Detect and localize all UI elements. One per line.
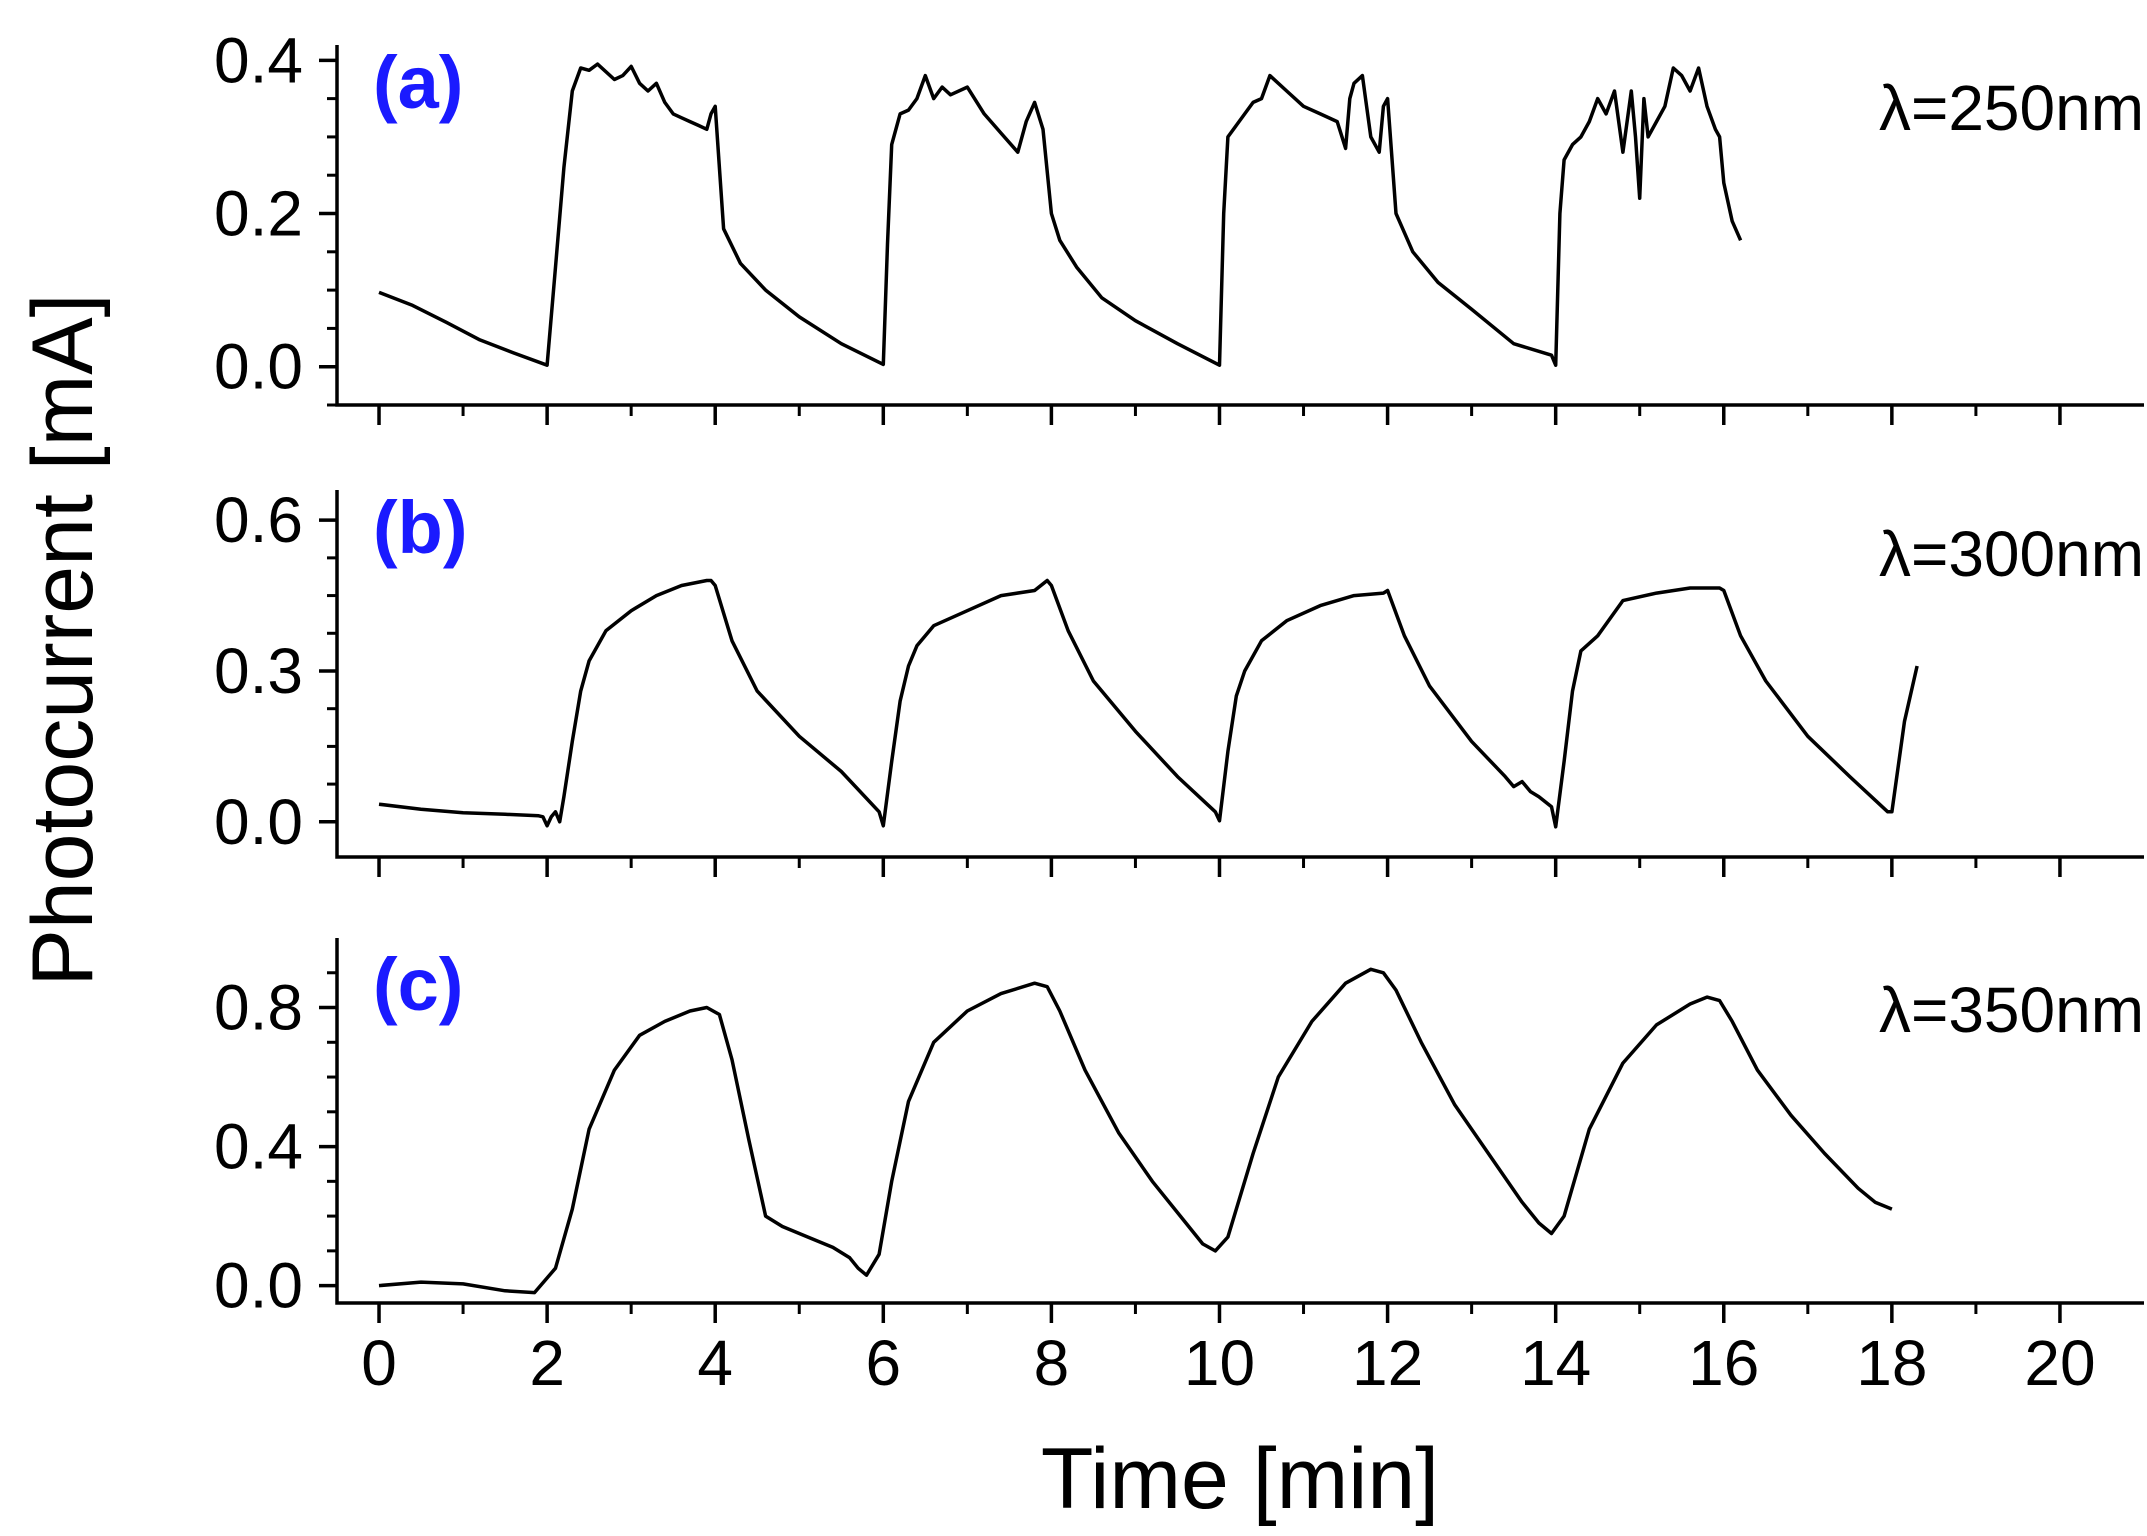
- panel-c: 0 2 4 6 8 10 12 14 16 18 20 0.0 0.4 0.8 (c) λ=350nm: [214, 938, 2144, 1399]
- panel-c-x-tick-label: 16: [1688, 1327, 1759, 1399]
- panel-b-y-tick-label: 0.3: [214, 635, 303, 707]
- panel-a-wavelength: λ=250nm: [1879, 72, 2144, 144]
- panel-a-y-tick-label: 0.4: [214, 24, 303, 96]
- panel-c-tick-labels: 0 2 4 6 8 10 12 14 16 18 20 0.0 0.4 0.8: [214, 972, 2096, 1399]
- panel-c-x-tick-label: 8: [1034, 1327, 1070, 1399]
- panel-b-wavelength: λ=300nm: [1879, 518, 2144, 590]
- panel-b-series-line: [378, 578, 1919, 829]
- panel-c-x-tick-label: 10: [1184, 1327, 1255, 1399]
- panel-a-ticks: [319, 58, 2062, 425]
- panel-c-x-tick-label: 0: [361, 1327, 397, 1399]
- x-axis-title: Time [min]: [1041, 1431, 1439, 1527]
- panel-c-ticks: [319, 971, 2062, 1323]
- panel-b-y-tick-label: 0.6: [214, 484, 303, 556]
- panel-c-y-tick-label: 0.4: [214, 1111, 303, 1183]
- panel-c-series-line: [378, 967, 1893, 1295]
- y-axis-title: Photocurrent [mA]: [15, 293, 111, 986]
- panel-c-x-tick-label: 14: [1520, 1327, 1591, 1399]
- panel-a-label: (a): [373, 41, 463, 124]
- panel-b-label: (b): [373, 486, 468, 569]
- panel-b-y-tick-label: 0.0: [214, 786, 303, 858]
- panel-c-x-tick-label: 12: [1352, 1327, 1423, 1399]
- panel-c-frame: [335, 938, 2144, 1305]
- panel-a-y-tick-label: 0.0: [214, 331, 303, 403]
- panel-a: 0.0 0.2 0.4 (a) λ=250nm: [214, 24, 2144, 425]
- panel-c-x-tick-label: 6: [866, 1327, 902, 1399]
- panel-b-tick-labels: 0.0 0.3 0.6: [214, 484, 303, 858]
- panel-c-y-tick-label: 0.8: [214, 972, 303, 1044]
- panel-c-x-tick-label: 18: [1856, 1327, 1927, 1399]
- panel-c-label: (c): [373, 943, 463, 1026]
- panel-a-series-line: [378, 62, 1743, 367]
- panel-b-ticks: [319, 518, 2062, 877]
- panel-b-frame: [335, 490, 2144, 859]
- panel-a-y-tick-label: 0.2: [214, 178, 303, 250]
- panel-c-x-tick-label: 4: [697, 1327, 733, 1399]
- panel-a-tick-labels: 0.0 0.2 0.4: [214, 24, 303, 402]
- panel-c-y-tick-label: 0.0: [214, 1250, 303, 1322]
- panel-c-x-tick-label: 2: [529, 1327, 565, 1399]
- panel-c-x-tick-label: 20: [2024, 1327, 2095, 1399]
- panel-c-wavelength: λ=350nm: [1879, 974, 2144, 1046]
- panel-b: 0.0 0.3 0.6 (b) λ=300nm: [214, 484, 2144, 877]
